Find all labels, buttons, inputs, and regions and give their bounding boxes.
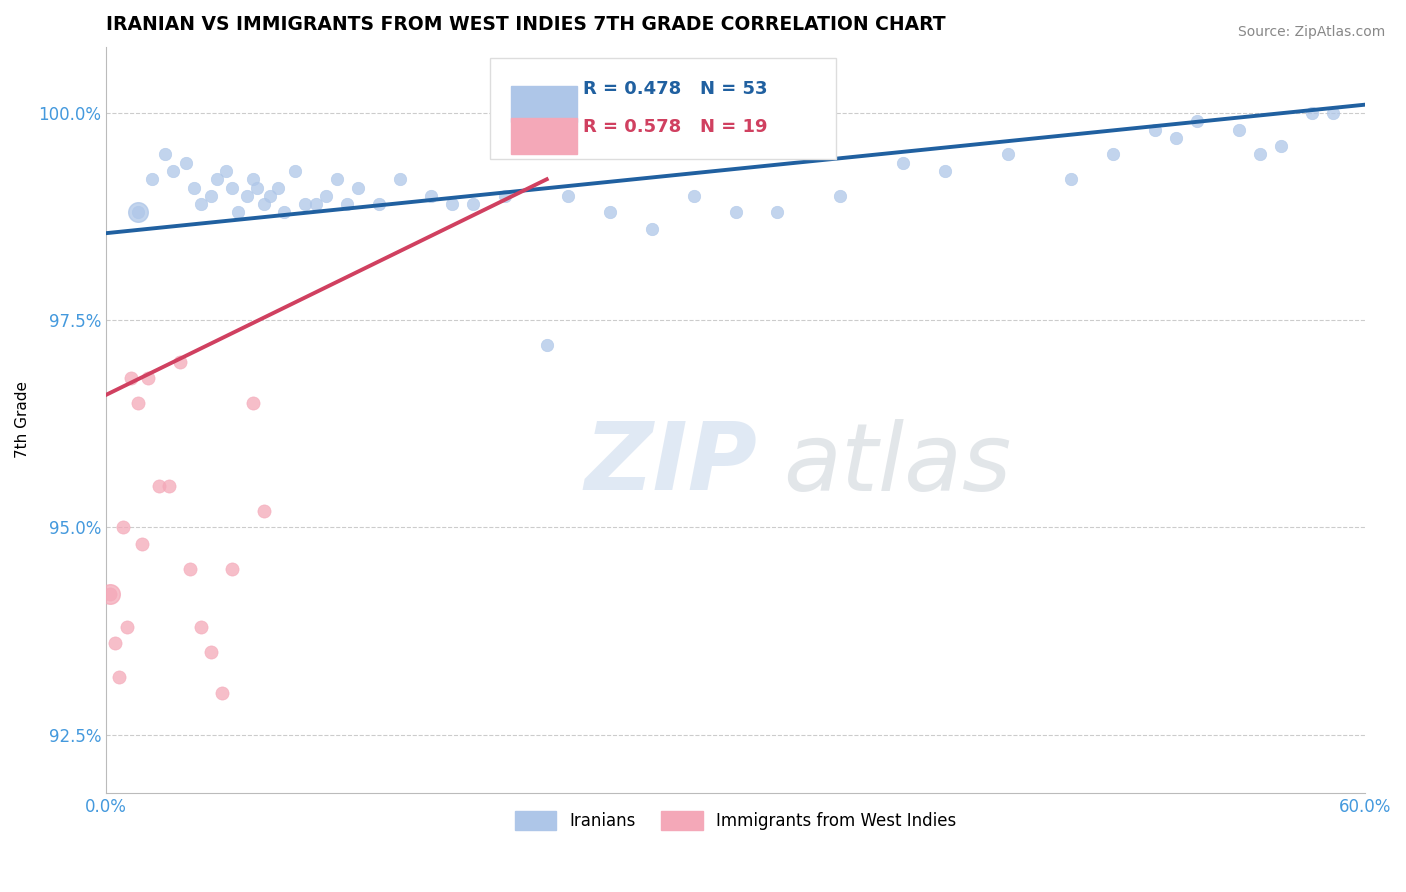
Point	[305, 197, 328, 211]
Point	[127, 205, 149, 219]
Point	[215, 164, 238, 178]
FancyBboxPatch shape	[512, 118, 576, 153]
Point	[242, 172, 264, 186]
Point	[1270, 139, 1292, 153]
Point	[115, 620, 138, 634]
Point	[934, 164, 956, 178]
Point	[1249, 147, 1271, 161]
Point	[221, 562, 243, 576]
Point	[100, 587, 122, 601]
Point	[557, 189, 579, 203]
Point	[211, 686, 233, 700]
Point	[1060, 172, 1083, 186]
Point	[235, 189, 257, 203]
Legend: Iranians, Immigrants from West Indies: Iranians, Immigrants from West Indies	[508, 804, 963, 837]
Point	[252, 504, 274, 518]
Point	[599, 205, 621, 219]
Text: R = 0.578   N = 19: R = 0.578 N = 19	[583, 118, 768, 136]
Point	[315, 189, 337, 203]
Point	[183, 180, 205, 194]
Point	[336, 197, 359, 211]
Point	[724, 205, 747, 219]
Point	[246, 180, 269, 194]
Point	[1185, 114, 1208, 128]
Point	[494, 189, 516, 203]
Point	[1102, 147, 1125, 161]
Point	[242, 396, 264, 410]
Point	[200, 189, 222, 203]
Text: ZIP: ZIP	[585, 418, 758, 510]
Point	[997, 147, 1019, 161]
Point	[1301, 106, 1323, 120]
Point	[103, 636, 125, 650]
Point	[127, 205, 149, 219]
Point	[169, 354, 191, 368]
Point	[174, 155, 197, 169]
Point	[441, 197, 464, 211]
Point	[179, 562, 201, 576]
Point	[347, 180, 370, 194]
Point	[148, 479, 170, 493]
Point	[111, 520, 134, 534]
Point	[273, 205, 295, 219]
Point	[830, 189, 852, 203]
Point	[127, 396, 149, 410]
Point	[107, 670, 129, 684]
Point	[190, 197, 212, 211]
Point	[367, 197, 389, 211]
Text: R = 0.478   N = 53: R = 0.478 N = 53	[583, 80, 768, 98]
Point	[131, 537, 153, 551]
Text: IRANIAN VS IMMIGRANTS FROM WEST INDIES 7TH GRADE CORRELATION CHART: IRANIAN VS IMMIGRANTS FROM WEST INDIES 7…	[107, 15, 946, 34]
FancyBboxPatch shape	[491, 58, 837, 159]
Text: Source: ZipAtlas.com: Source: ZipAtlas.com	[1237, 25, 1385, 39]
FancyBboxPatch shape	[512, 86, 576, 122]
Point	[207, 172, 229, 186]
Point	[1322, 106, 1344, 120]
Point	[120, 371, 142, 385]
Point	[536, 338, 558, 352]
Point	[136, 371, 159, 385]
Point	[766, 205, 789, 219]
Point	[1227, 122, 1250, 136]
Point	[891, 155, 914, 169]
Point	[190, 620, 212, 634]
Point	[162, 164, 184, 178]
Text: atlas: atlas	[783, 419, 1011, 510]
Point	[463, 197, 485, 211]
Point	[326, 172, 349, 186]
Point	[157, 479, 180, 493]
Y-axis label: 7th Grade: 7th Grade	[15, 381, 30, 458]
Point	[1164, 131, 1187, 145]
Point	[294, 197, 316, 211]
Point	[388, 172, 411, 186]
Point	[141, 172, 163, 186]
Point	[252, 197, 274, 211]
Point	[267, 180, 290, 194]
Point	[420, 189, 443, 203]
Point	[284, 164, 307, 178]
Point	[640, 222, 662, 236]
Point	[682, 189, 704, 203]
Point	[221, 180, 243, 194]
Point	[100, 587, 122, 601]
Point	[153, 147, 176, 161]
Point	[228, 205, 250, 219]
Point	[200, 645, 222, 659]
Point	[1144, 122, 1167, 136]
Point	[259, 189, 281, 203]
